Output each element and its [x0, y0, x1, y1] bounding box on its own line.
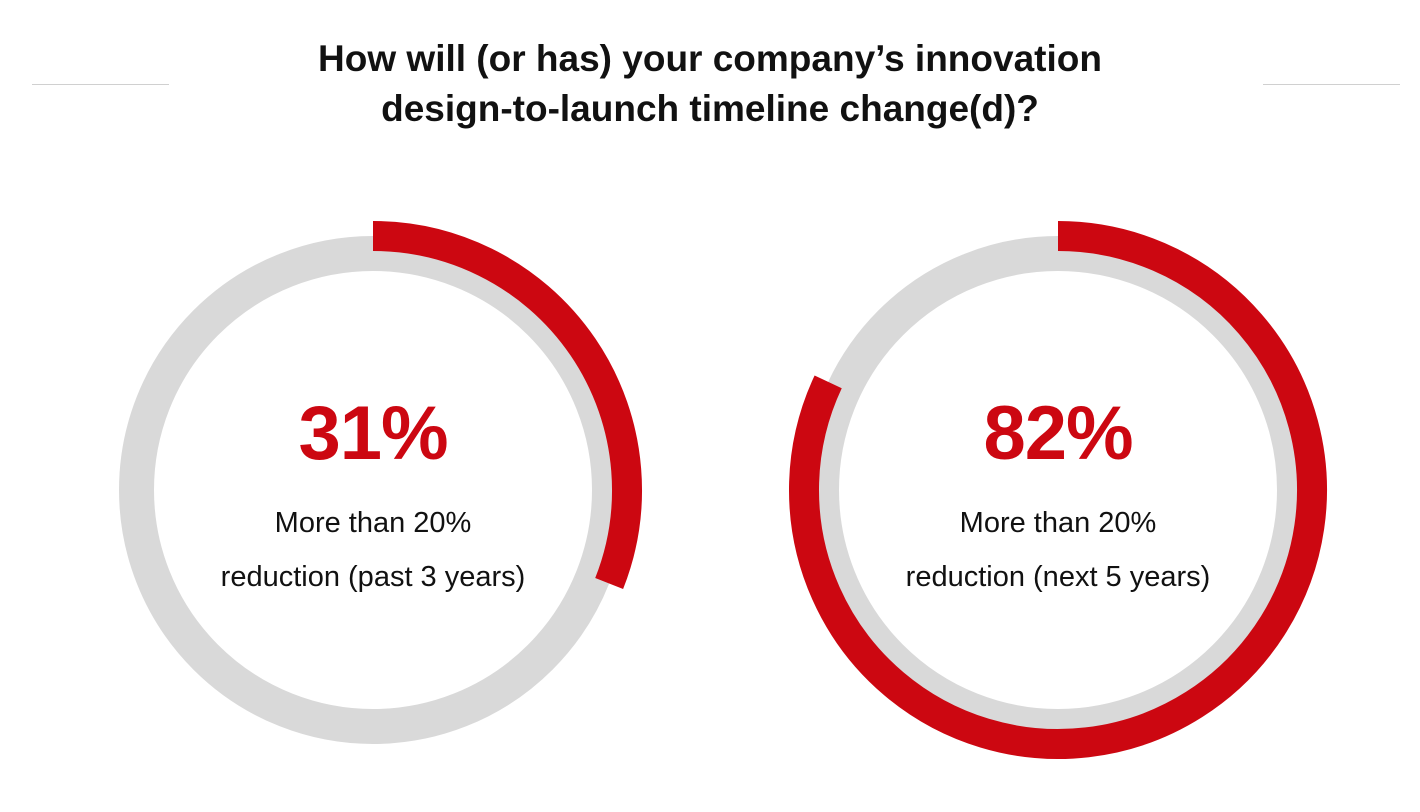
- chart-title: How will (or has) your company’s innovat…: [0, 34, 1420, 134]
- label-line: reduction (past 3 years): [220, 561, 526, 593]
- title-line: How will (or has) your company’s innovat…: [318, 38, 1102, 79]
- label-line: More than 20%: [274, 507, 472, 539]
- donut-label-past: More than 20% reduction (past 3 years): [163, 496, 583, 604]
- donut-arc-past: [372, 221, 642, 590]
- donut-arc-next: [789, 221, 1327, 759]
- donut-track: [804, 236, 1312, 744]
- donut-value-past: 31%: [298, 391, 448, 476]
- title-line: design-to-launch timeline change(d)?: [381, 88, 1039, 129]
- label-line: reduction (next 5 years): [905, 561, 1211, 593]
- donut-value-next: 82%: [983, 391, 1133, 476]
- donut-label-next: More than 20% reduction (next 5 years): [848, 496, 1268, 604]
- title-rule-right: [1263, 84, 1400, 85]
- donut-track: [119, 236, 627, 744]
- label-line: More than 20%: [959, 507, 1157, 539]
- title-rule-left: [32, 84, 169, 85]
